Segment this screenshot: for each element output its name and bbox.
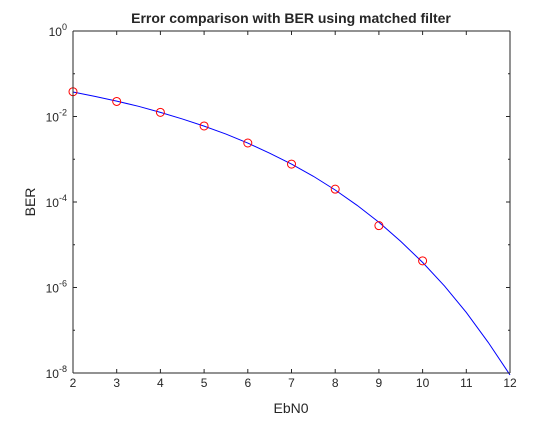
x-tick-label: 9 (376, 376, 383, 390)
x-tick-label: 2 (70, 376, 77, 390)
x-tick-label: 10 (416, 376, 430, 390)
series-layer (68, 87, 511, 376)
theoretical-ber-line (72, 91, 511, 376)
x-tick-label: 3 (113, 376, 120, 390)
y-axis-label: BER (22, 188, 38, 217)
simulated-ber-marker (112, 96, 122, 106)
y-tick-base: 10 (46, 367, 60, 381)
x-tick-label: 6 (244, 376, 251, 390)
y-tick-exponent: -4 (59, 193, 67, 203)
x-tick-label: 7 (288, 376, 295, 390)
y-tick-exponent: -8 (59, 364, 67, 374)
y-tick-label: 10-6 (46, 279, 67, 296)
simulated-ber-marker (418, 256, 428, 266)
x-tick-label: 8 (332, 376, 339, 390)
simulated-ber-marker (374, 221, 384, 231)
y-tick-base: 10 (46, 282, 60, 296)
simulated-ber-marker (330, 184, 340, 194)
y-tick-base: 10 (49, 25, 63, 39)
y-tick-exponent: 0 (62, 22, 67, 32)
simulated-ber-marker (243, 138, 253, 148)
x-tick-label: 5 (201, 376, 208, 390)
y-tick-exponent: -2 (59, 108, 67, 118)
x-ticks: 2 3 4 5 6 7 8 9 10 11 12 (70, 31, 517, 390)
y-tick-base: 10 (46, 111, 60, 125)
x-axis-label: EbN0 (273, 400, 308, 416)
simulated-ber-marker (155, 107, 165, 117)
simulated-ber-marker (287, 159, 296, 169)
y-tick-label: 10-8 (46, 364, 67, 381)
x-tick-label: 12 (503, 376, 517, 390)
chart-title: Error comparison with BER using matched … (131, 10, 451, 26)
y-tick-label: 10-4 (46, 193, 67, 210)
y-tick-label: 10-2 (46, 108, 67, 125)
y-tick-base: 10 (46, 196, 60, 210)
y-tick-label: 100 (49, 22, 67, 39)
x-tick-label: 4 (157, 376, 164, 390)
x-tick-label: 11 (460, 376, 473, 390)
y-tick-exponent: -6 (59, 279, 67, 289)
plot-area (73, 31, 510, 373)
simulated-ber-marker (199, 121, 209, 131)
